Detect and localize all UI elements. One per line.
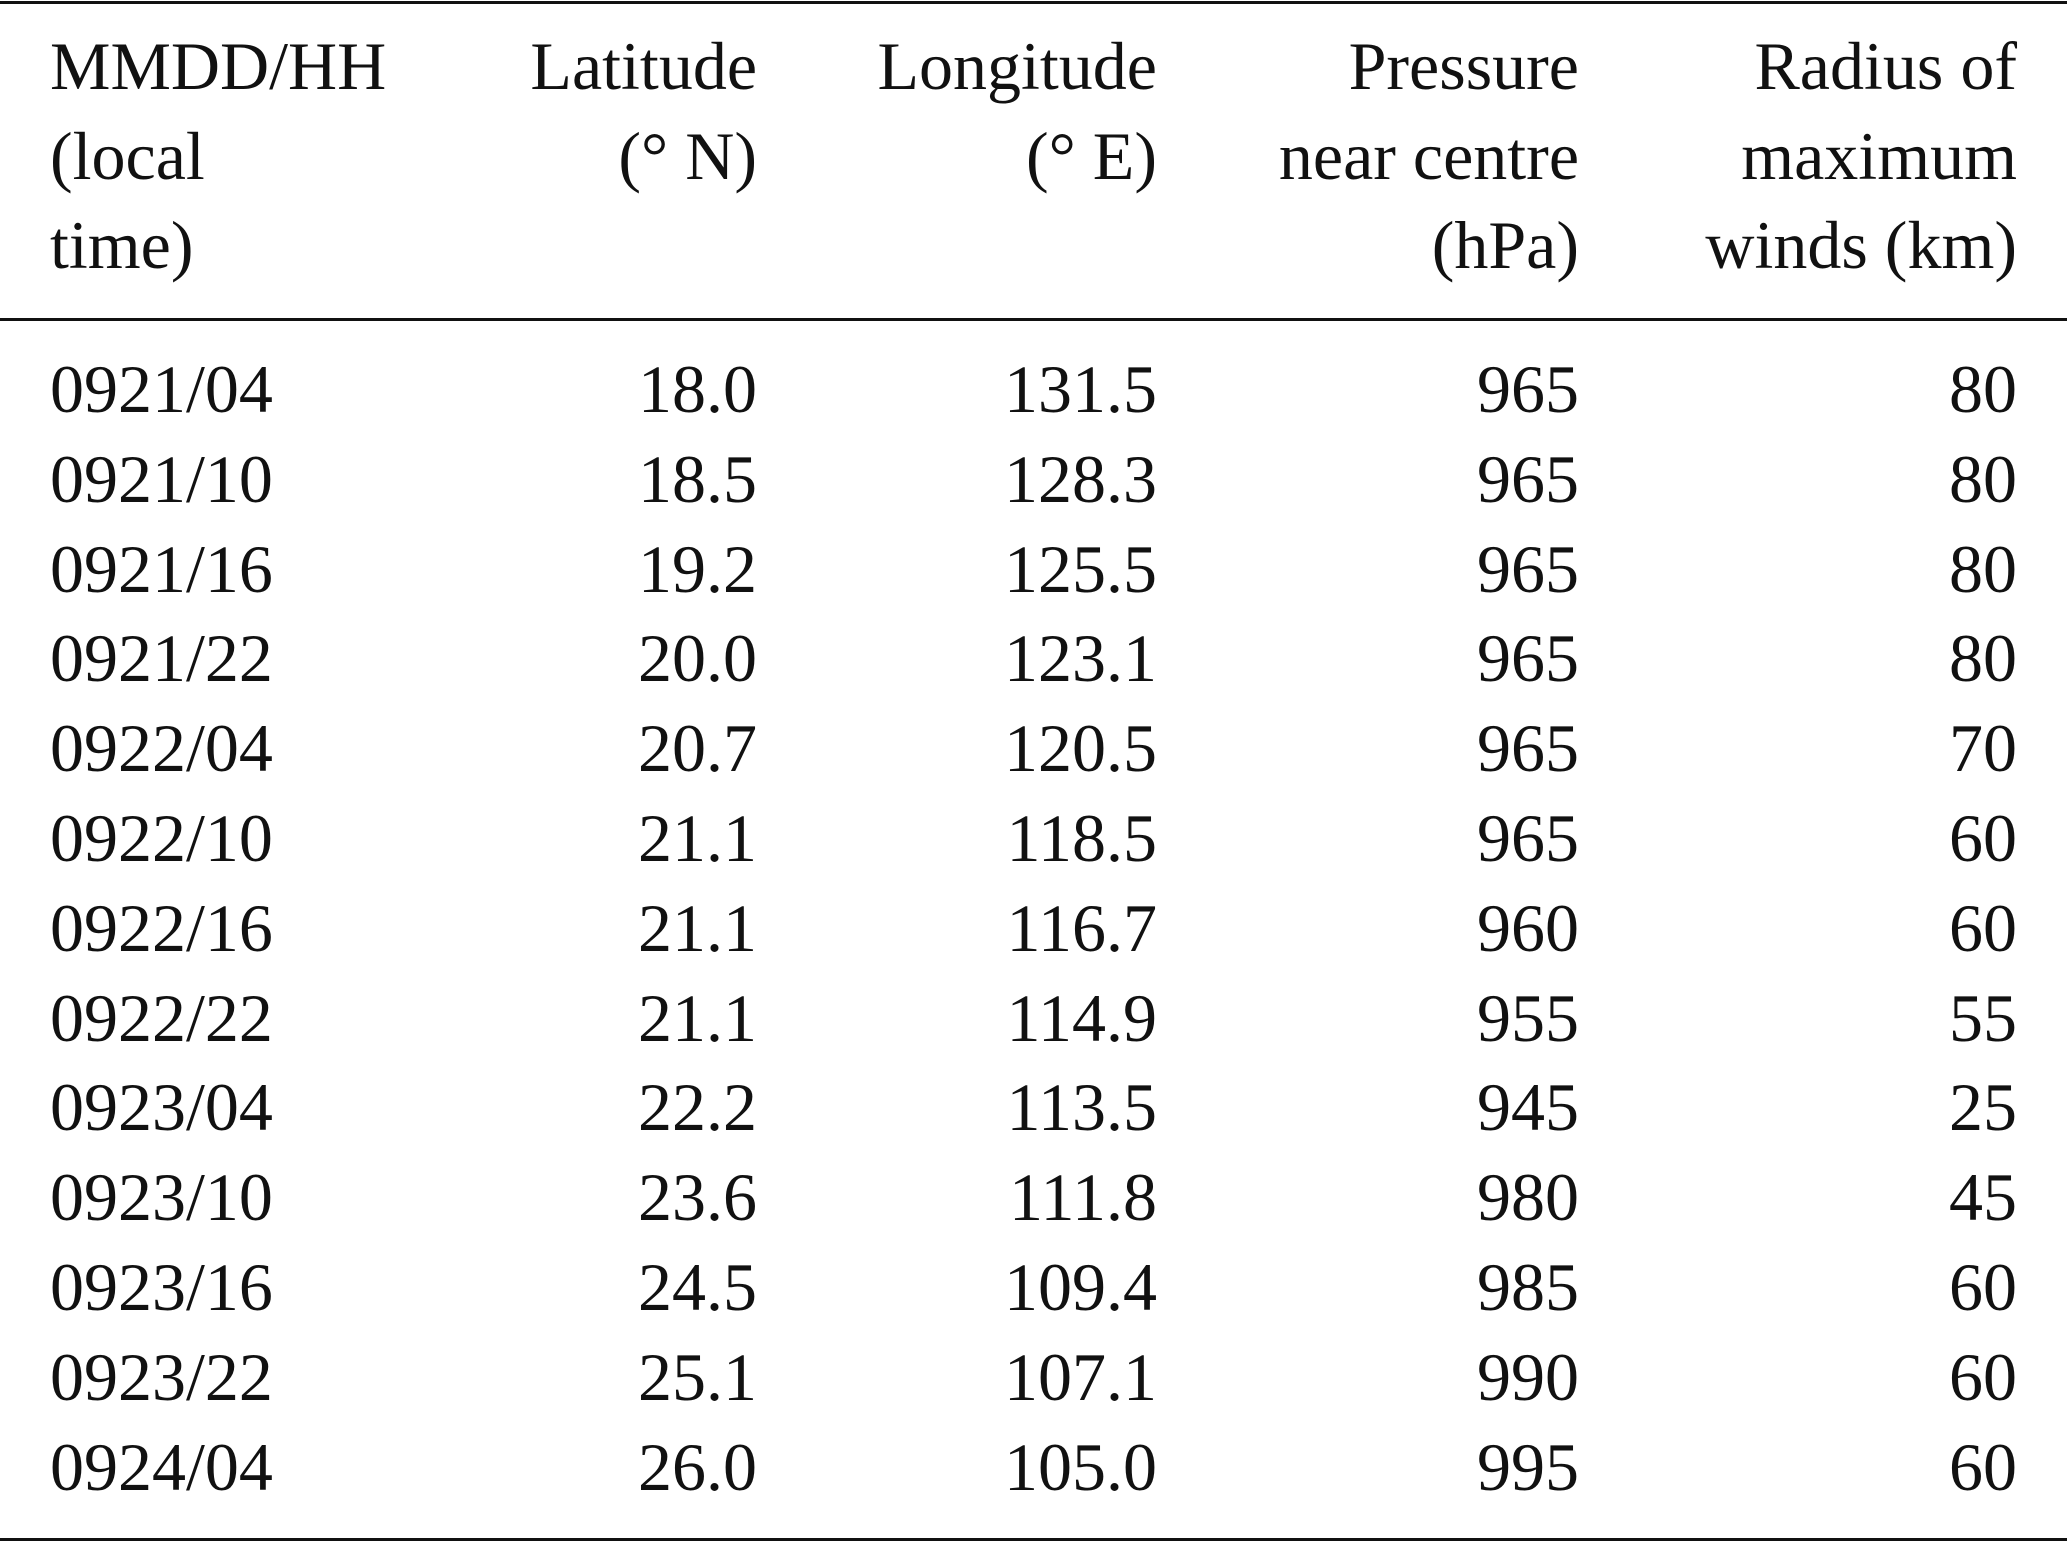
data-cell: 990 [1477, 1338, 1579, 1415]
data-cell: 80 [1949, 620, 2017, 697]
data-cell: 995 [1477, 1428, 1579, 1505]
data-cell: 965 [1477, 620, 1579, 697]
data-cell: 0923/16 [50, 1249, 273, 1325]
data-cell: 26.0 [638, 1428, 757, 1505]
data-cell: 19.2 [638, 530, 757, 607]
data-cell: 116.7 [1006, 889, 1157, 966]
data-cell: 965 [1477, 530, 1579, 607]
data-cell: 18.0 [638, 351, 757, 427]
header-cell: maximum [1741, 117, 2017, 194]
bottom-rule [0, 1538, 2067, 1541]
data-cell: 21.1 [638, 800, 757, 876]
data-cell: 131.5 [1004, 351, 1157, 427]
data-cell: 21.1 [638, 979, 757, 1056]
data-cell: 113.5 [1006, 1069, 1157, 1146]
data-cell: 107.1 [1004, 1338, 1157, 1415]
data-cell: 0923/10 [50, 1159, 273, 1236]
data-cell: 125.5 [1004, 530, 1157, 607]
header-cell: near centre [1278, 117, 1579, 194]
data-cell: 965 [1477, 800, 1579, 876]
data-cell: 22.2 [638, 1069, 757, 1146]
data-cell: 24.5 [638, 1249, 757, 1325]
data-cell: 0922/10 [50, 800, 273, 876]
data-cell: 965 [1477, 351, 1579, 427]
data-cell: 0921/22 [50, 620, 273, 697]
data-cell: 60 [1949, 889, 2017, 966]
header-cell: MMDD/HH [50, 28, 387, 104]
data-cell: 60 [1949, 1428, 2017, 1505]
data-cell: 80 [1949, 440, 2017, 517]
data-cell: 80 [1949, 530, 2017, 607]
header-cell: Pressure [1348, 28, 1579, 104]
data-cell: 0921/16 [50, 530, 273, 607]
data-cell: 105.0 [1004, 1428, 1157, 1505]
data-cell: 20.7 [638, 710, 757, 787]
data-cell: 0924/04 [50, 1428, 273, 1505]
header-cell: Longitude [877, 28, 1157, 104]
top-rule [0, 1, 2067, 4]
header-cell: (hPa) [1431, 207, 1579, 283]
data-cell: 980 [1477, 1159, 1579, 1236]
data-cell: 109.4 [1004, 1249, 1157, 1325]
header-cell: (° E) [1025, 117, 1157, 194]
data-cell: 45 [1949, 1159, 2017, 1236]
data-cell: 60 [1949, 1338, 2017, 1415]
data-cell: 20.0 [638, 620, 757, 697]
data-cell: 118.5 [1006, 800, 1157, 876]
data-cell: 111.8 [1009, 1159, 1157, 1236]
data-cell: 0921/04 [50, 351, 273, 427]
header-cell: winds (km) [1705, 207, 2017, 283]
data-cell: 985 [1477, 1249, 1579, 1325]
header-cell: (local [50, 117, 205, 194]
header-cell: time) [50, 207, 194, 283]
data-cell: 120.5 [1004, 710, 1157, 787]
data-cell: 0922/04 [50, 710, 273, 787]
data-cell: 21.1 [638, 889, 757, 966]
data-cell: 0923/04 [50, 1069, 273, 1146]
data-cell: 80 [1949, 351, 2017, 427]
data-cell: 0923/22 [50, 1338, 273, 1415]
header-cell: Latitude [530, 28, 757, 104]
data-cell: 0921/10 [50, 440, 273, 517]
header-cell: Radius of [1754, 28, 2017, 104]
data-cell: 960 [1477, 889, 1579, 966]
data-cell: 25.1 [638, 1338, 757, 1415]
data-cell: 18.5 [638, 440, 757, 517]
data-cell: 965 [1477, 710, 1579, 787]
header-rule [0, 318, 2067, 321]
data-cell: 60 [1949, 1249, 2017, 1325]
data-cell: 0922/16 [50, 889, 273, 966]
data-cell: 965 [1477, 440, 1579, 517]
data-cell: 123.1 [1004, 620, 1157, 697]
data-cell: 128.3 [1004, 440, 1157, 517]
data-cell: 23.6 [638, 1159, 757, 1236]
data-cell: 25 [1949, 1069, 2017, 1146]
data-cell: 60 [1949, 800, 2017, 876]
data-cell: 955 [1477, 979, 1579, 1056]
data-cell: 945 [1477, 1069, 1579, 1146]
data-cell: 114.9 [1006, 979, 1157, 1056]
data-cell: 0922/22 [50, 979, 273, 1056]
header-cell: (° N) [618, 117, 757, 194]
data-cell: 70 [1949, 710, 2017, 787]
data-cell: 55 [1949, 979, 2017, 1056]
